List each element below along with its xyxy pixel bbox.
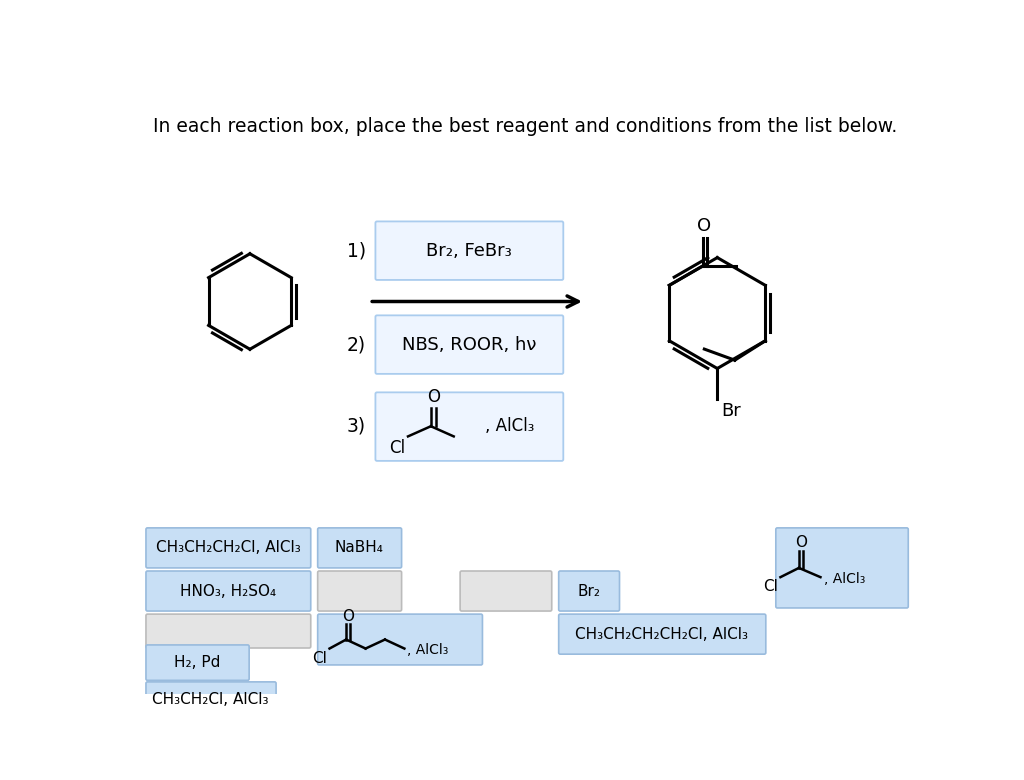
FancyBboxPatch shape (146, 614, 310, 648)
Text: NaBH₄: NaBH₄ (335, 541, 384, 555)
FancyBboxPatch shape (146, 645, 249, 680)
Text: , AlCl₃: , AlCl₃ (408, 643, 449, 657)
Text: Br: Br (721, 402, 741, 420)
FancyBboxPatch shape (317, 528, 401, 568)
FancyBboxPatch shape (776, 528, 908, 608)
Text: CH₃CH₂Cl, AlCl₃: CH₃CH₂Cl, AlCl₃ (153, 692, 269, 707)
FancyBboxPatch shape (559, 571, 620, 611)
Text: Cl: Cl (389, 439, 404, 458)
Text: , AlCl₃: , AlCl₃ (823, 572, 865, 586)
FancyBboxPatch shape (376, 222, 563, 280)
Text: CH₃CH₂CH₂Cl, AlCl₃: CH₃CH₂CH₂Cl, AlCl₃ (156, 541, 301, 555)
FancyBboxPatch shape (317, 571, 401, 611)
Text: O: O (795, 535, 807, 550)
Text: NBS, ROOR, hν: NBS, ROOR, hν (402, 335, 537, 353)
Text: O: O (342, 608, 354, 623)
Text: , AlCl₃: , AlCl₃ (484, 417, 535, 435)
Text: H₂, Pd: H₂, Pd (174, 655, 221, 670)
FancyBboxPatch shape (376, 315, 563, 374)
Text: O: O (697, 217, 712, 235)
FancyBboxPatch shape (376, 392, 563, 461)
Text: 3): 3) (347, 417, 367, 436)
FancyBboxPatch shape (317, 614, 482, 665)
Text: Br₂: Br₂ (578, 583, 600, 598)
FancyBboxPatch shape (559, 614, 766, 654)
FancyBboxPatch shape (146, 682, 276, 718)
Text: In each reaction box, place the best reagent and conditions from the list below.: In each reaction box, place the best rea… (153, 117, 897, 136)
Text: 1): 1) (347, 241, 367, 261)
Text: CH₃CH₂CH₂CH₂Cl, AlCl₃: CH₃CH₂CH₂CH₂Cl, AlCl₃ (575, 626, 749, 642)
FancyBboxPatch shape (146, 528, 310, 568)
Text: Cl: Cl (312, 651, 328, 665)
Text: Cl: Cl (763, 580, 778, 594)
FancyBboxPatch shape (460, 571, 552, 611)
Text: O: O (427, 388, 439, 406)
Text: 2): 2) (347, 335, 367, 354)
FancyBboxPatch shape (146, 571, 310, 611)
Text: Br₂, FeBr₃: Br₂, FeBr₃ (426, 242, 512, 260)
Text: HNO₃, H₂SO₄: HNO₃, H₂SO₄ (180, 583, 276, 598)
